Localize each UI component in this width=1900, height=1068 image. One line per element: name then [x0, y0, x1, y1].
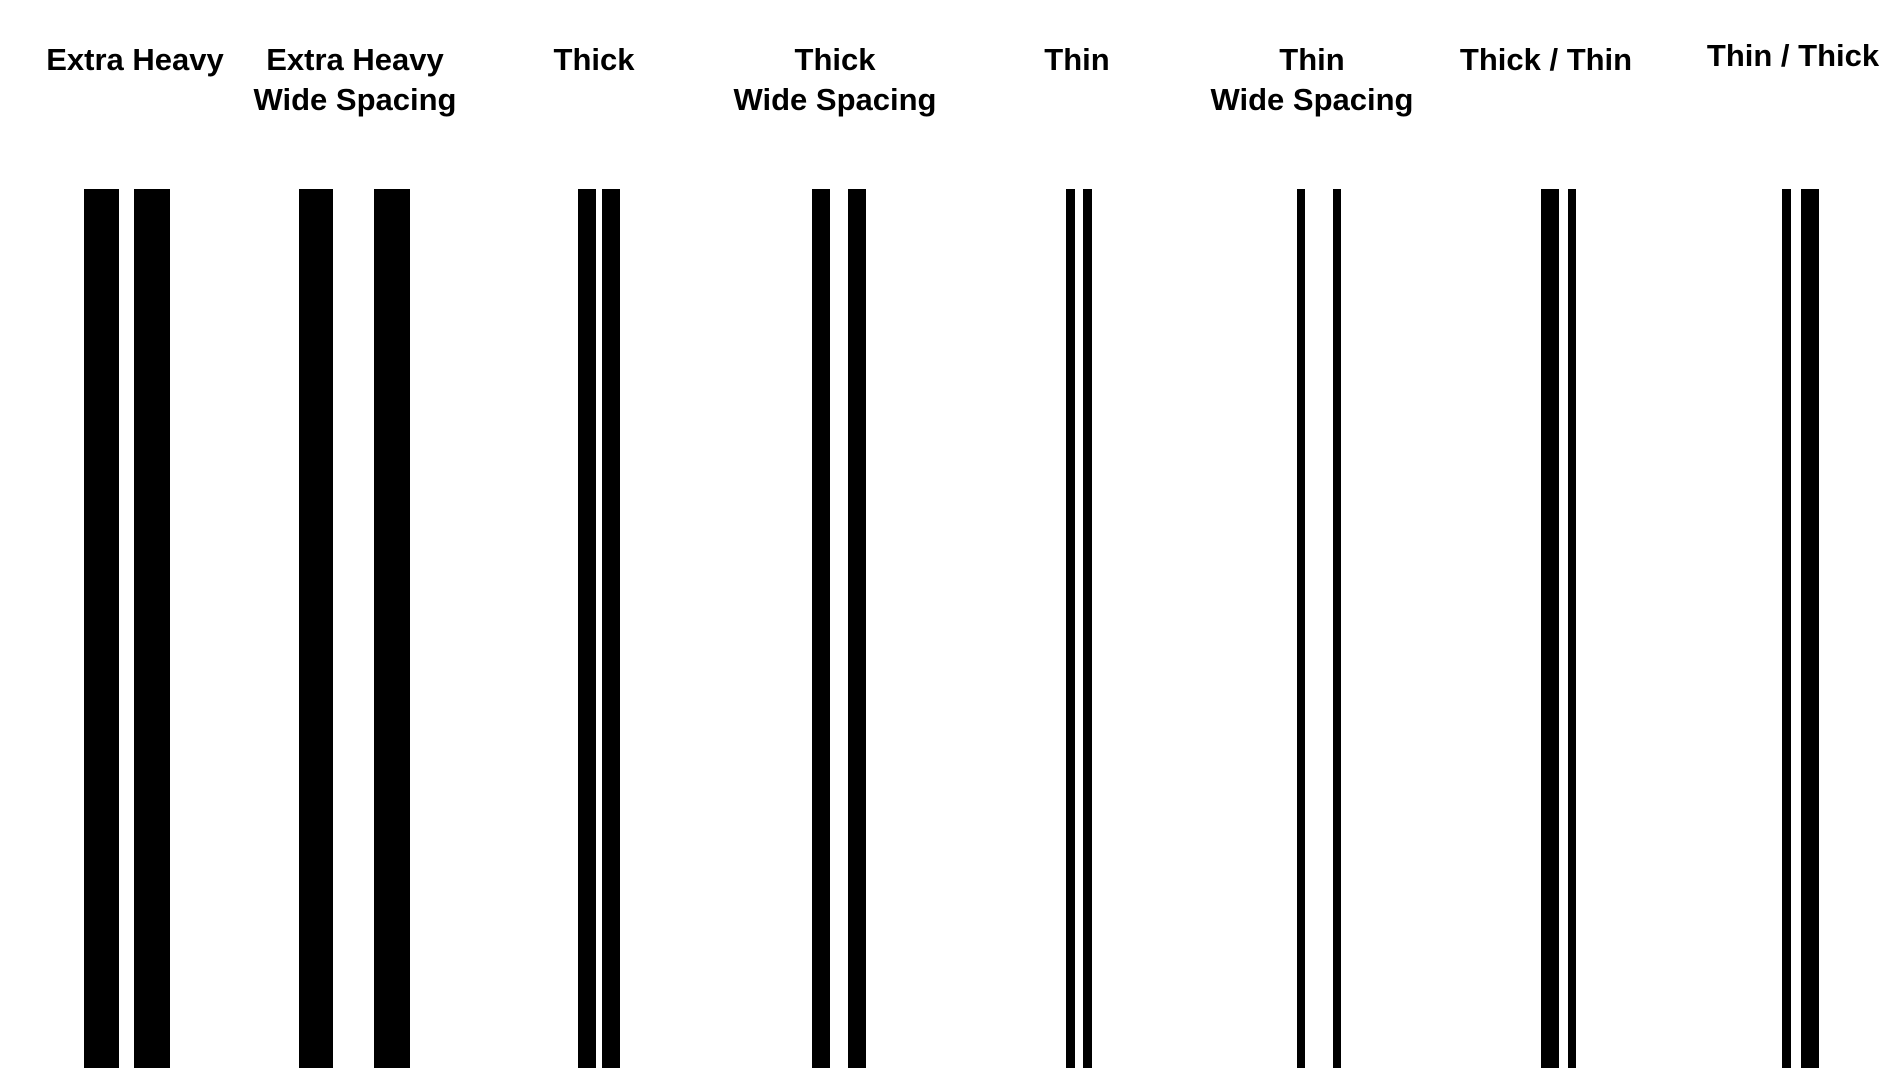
line-bar-1 [1782, 189, 1791, 1068]
line-bar-2 [1801, 189, 1819, 1068]
style-label: Thin [1044, 40, 1109, 80]
line-bar-1 [578, 189, 596, 1068]
style-label-line1: Thick [553, 42, 635, 77]
style-label-line1: Extra Heavy [46, 42, 224, 77]
line-bar-1 [812, 189, 830, 1068]
style-label: Thick / Thin [1460, 40, 1632, 80]
line-bar-1 [1297, 189, 1305, 1068]
line-bar-1 [1541, 189, 1559, 1068]
style-label-line2: Wide Spacing [1210, 82, 1414, 117]
style-label: Thin / Thick [1707, 36, 1879, 76]
style-label: Thin Wide Spacing [1211, 40, 1414, 120]
line-bar-2 [1083, 189, 1092, 1068]
style-label-line1: Thick / Thin [1459, 42, 1633, 77]
style-label-line1: Extra Heavy [266, 42, 444, 77]
line-bar-2 [1333, 189, 1341, 1068]
line-bar-1 [84, 189, 119, 1068]
style-label-line1: Thin / Thick [1706, 38, 1880, 73]
style-label: Thick Wide Spacing [734, 40, 937, 120]
line-bar-2 [848, 189, 866, 1068]
style-label: Thick [554, 40, 635, 80]
line-bar-2 [1568, 189, 1576, 1068]
style-label: Extra Heavy [46, 40, 224, 80]
line-bar-2 [374, 189, 410, 1068]
line-bar-1 [299, 189, 333, 1068]
style-label-line1: Thin [1044, 42, 1110, 77]
style-label-line2: Wide Spacing [733, 82, 937, 117]
line-bar-2 [602, 189, 620, 1068]
style-label-line1: Thick [794, 42, 876, 77]
line-bar-2 [134, 189, 170, 1068]
style-label-line1: Thin [1279, 42, 1345, 77]
style-label: Extra Heavy Wide Spacing [254, 40, 457, 120]
line-bar-1 [1066, 189, 1075, 1068]
style-label-line2: Wide Spacing [253, 82, 457, 117]
